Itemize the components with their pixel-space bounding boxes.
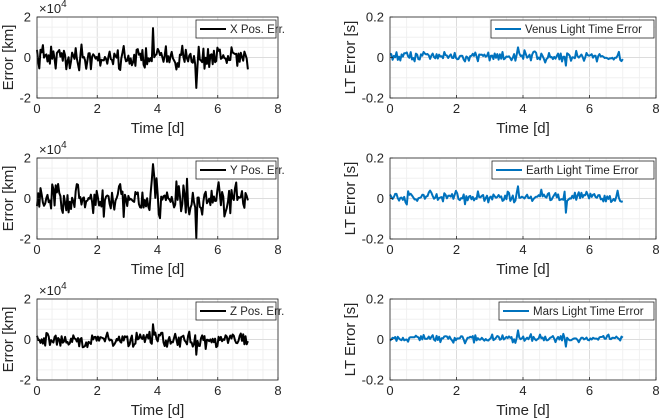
- legend: Venus Light Time Error: [490, 19, 655, 39]
- axis-multiplier: ×104: [39, 0, 67, 16]
- series-line: [389, 46, 624, 67]
- x-tick-label: 0: [33, 383, 40, 398]
- legend-label: Venus Light Time Error: [525, 24, 642, 36]
- axis-multiplier: ×104: [39, 140, 67, 157]
- x-tick-label: 2: [94, 383, 101, 398]
- y-axis-label: LT Error [s]: [342, 162, 359, 236]
- x-tick-label: 6: [214, 101, 221, 116]
- y-tick-label: -2: [19, 91, 31, 106]
- y-tick-label: -0.2: [362, 232, 384, 247]
- x-tick-label: 4: [154, 101, 161, 116]
- x-axis-label: Time [d]: [131, 261, 185, 278]
- x-tick-label: 2: [94, 242, 101, 257]
- legend: Y Pos. Err.: [195, 160, 285, 180]
- x-tick-label: 0: [386, 101, 393, 116]
- y-tick-label: 0: [377, 191, 384, 206]
- y-tick-label: -2: [19, 232, 31, 247]
- x-tick-label: 6: [214, 383, 221, 398]
- y-tick-label: 0: [24, 332, 31, 347]
- legend-label: Earth Light Time Error: [526, 165, 639, 177]
- x-tick-label: 4: [154, 242, 161, 257]
- y-tick-label: 2: [24, 151, 31, 166]
- y-tick-label: 0.2: [366, 10, 384, 25]
- x-tick-label: 4: [519, 101, 526, 116]
- x-tick-label: 4: [519, 242, 526, 257]
- x-tick-label: 8: [652, 242, 659, 257]
- y-tick-label: -2: [19, 373, 31, 388]
- legend-box: [491, 160, 655, 180]
- legend-box: [195, 301, 277, 321]
- series-line: [36, 323, 249, 356]
- x-tick-label: 6: [214, 242, 221, 257]
- legend: X Pos. Err.: [195, 19, 285, 39]
- x-tick-label: 0: [33, 242, 40, 257]
- x-tick-label: 6: [586, 101, 593, 116]
- x-tick-label: 2: [94, 101, 101, 116]
- x-tick-label: 8: [274, 383, 281, 398]
- x-tick-label: 2: [453, 242, 460, 257]
- legend-label: X Pos. Err.: [230, 24, 285, 36]
- y-tick-label: 0: [377, 50, 384, 65]
- x-axis-label: Time [d]: [496, 402, 550, 419]
- series-line: [36, 27, 249, 89]
- legend-box: [195, 19, 277, 39]
- series-line: [389, 329, 624, 348]
- x-tick-label: 8: [652, 101, 659, 116]
- x-tick-label: 2: [453, 101, 460, 116]
- y-tick-label: -0.2: [362, 373, 384, 388]
- y-tick-label: 2: [24, 292, 31, 307]
- x-axis-label: Time [d]: [131, 120, 185, 137]
- x-tick-label: 0: [386, 242, 393, 257]
- y-tick-label: 0.2: [366, 151, 384, 166]
- y-axis-label: LT Error [s]: [342, 303, 359, 377]
- y-tick-label: 2: [24, 10, 31, 25]
- axis-multiplier: ×104: [39, 281, 67, 298]
- series-line: [36, 163, 249, 239]
- y-tick-label: 0: [377, 332, 384, 347]
- x-tick-label: 8: [274, 101, 281, 116]
- y-tick-label: -0.2: [362, 91, 384, 106]
- legend-box: [490, 19, 655, 39]
- x-tick-label: 6: [586, 383, 593, 398]
- legend: Z Pos. Err.: [195, 301, 284, 321]
- x-axis-label: Time [d]: [131, 402, 185, 419]
- legend-box: [195, 160, 277, 180]
- series-line: [389, 185, 624, 214]
- x-tick-label: 6: [586, 242, 593, 257]
- y-axis-label: Error [km]: [0, 166, 17, 232]
- legend: Mars Light Time Error: [498, 301, 655, 321]
- legend: Earth Light Time Error: [491, 160, 655, 180]
- x-tick-label: 2: [453, 383, 460, 398]
- legend-label: Mars Light Time Error: [533, 306, 644, 318]
- y-axis-label: LT Error [s]: [342, 21, 359, 95]
- x-tick-label: 0: [33, 101, 40, 116]
- x-tick-label: 0: [386, 383, 393, 398]
- legend-label: Z Pos. Err.: [230, 306, 284, 318]
- legend-box: [498, 301, 655, 321]
- x-tick-label: 8: [274, 242, 281, 257]
- x-tick-label: 8: [652, 383, 659, 398]
- y-axis-label: Error [km]: [0, 307, 17, 373]
- y-tick-label: 0.2: [366, 292, 384, 307]
- y-tick-label: 0: [24, 191, 31, 206]
- x-axis-label: Time [d]: [496, 120, 550, 137]
- legend-label: Y Pos. Err.: [230, 165, 285, 177]
- y-axis-label: Error [km]: [0, 25, 17, 91]
- x-axis-label: Time [d]: [496, 261, 550, 278]
- x-tick-label: 4: [154, 383, 161, 398]
- y-tick-label: 0: [24, 50, 31, 65]
- x-tick-label: 4: [519, 383, 526, 398]
